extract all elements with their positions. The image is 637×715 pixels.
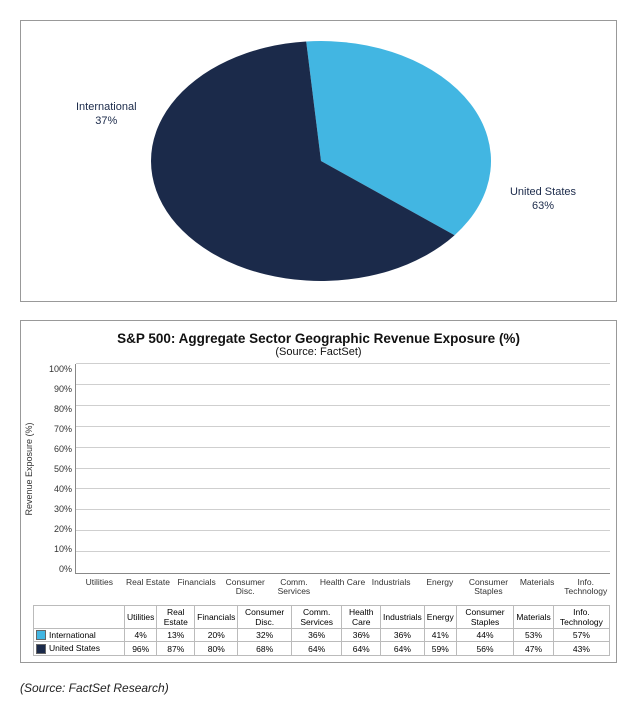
y-axis-label: Revenue Exposure (%): [24, 422, 34, 515]
x-axis-categories: UtilitiesReal EstateFinancialsConsumer D…: [75, 574, 610, 597]
y-tick: 60%: [47, 444, 72, 454]
x-category: Consumer Staples: [464, 574, 513, 597]
legend-cell: 64%: [342, 642, 381, 656]
y-axis-ticks: 100% 90% 80% 70% 60% 50% 40% 30% 20% 10% 0%: [47, 364, 75, 574]
pie-label-international: International37%: [76, 101, 137, 129]
y-tick: 10%: [47, 544, 72, 554]
legend-cell: 13%: [157, 628, 195, 642]
y-tick: 40%: [47, 484, 72, 494]
y-tick: 50%: [47, 464, 72, 474]
legend-row-head: International: [34, 628, 125, 642]
x-category: Industrials: [367, 574, 416, 597]
bar-chart-title: S&P 500: Aggregate Sector Geographic Rev…: [27, 331, 610, 346]
legend-cell: 43%: [553, 642, 609, 656]
gridline: [76, 447, 610, 448]
gridline: [76, 405, 610, 406]
legend-cell: 64%: [291, 642, 342, 656]
y-tick: 100%: [47, 364, 72, 374]
bar-chart-subtitle: (Source: FactSet): [27, 346, 610, 358]
gridline: [76, 468, 610, 469]
x-category: Info. Technology: [561, 574, 610, 597]
legend-cell: 87%: [157, 642, 195, 656]
legend-cell: 36%: [381, 628, 425, 642]
gridline: [76, 488, 610, 489]
y-axis-label-wrap: Revenue Exposure (%): [27, 364, 47, 574]
legend-row-head: United States: [34, 642, 125, 656]
gridline: [76, 551, 610, 552]
x-category: Comm. Services: [270, 574, 319, 597]
legend-swatch: [36, 630, 46, 640]
legend-header: Real Estate: [157, 605, 195, 628]
y-tick: 90%: [47, 384, 72, 394]
x-category: Financials: [172, 574, 221, 597]
y-tick: 20%: [47, 524, 72, 534]
legend-cell: 41%: [424, 628, 456, 642]
y-tick: 70%: [47, 424, 72, 434]
legend-cell: 4%: [125, 628, 157, 642]
x-category: Real Estate: [124, 574, 173, 597]
legend-cell: 80%: [195, 642, 238, 656]
x-category: Materials: [513, 574, 562, 597]
legend-header: Energy: [424, 605, 456, 628]
legend-cell: 36%: [291, 628, 342, 642]
legend-header: Comm. Services: [291, 605, 342, 628]
legend-cell: 47%: [514, 642, 553, 656]
bar-chart-panel: S&P 500: Aggregate Sector Geographic Rev…: [20, 320, 617, 663]
pie-chart-panel: International37% United States63%: [20, 20, 617, 302]
legend-cell: 36%: [342, 628, 381, 642]
x-category: Utilities: [75, 574, 124, 597]
legend-cell: 44%: [456, 628, 514, 642]
gridline: [76, 384, 610, 385]
legend-header: Industrials: [381, 605, 425, 628]
legend-cell: 64%: [381, 642, 425, 656]
y-tick: 0%: [47, 564, 72, 574]
legend-swatch: [36, 644, 46, 654]
legend-header: Consumer Staples: [456, 605, 514, 628]
legend-header: Financials: [195, 605, 238, 628]
pie-chart-svg: [21, 21, 616, 301]
x-category: Energy: [415, 574, 464, 597]
legend-cell: 32%: [238, 628, 291, 642]
bar-plot-area: [75, 364, 610, 574]
y-tick: 30%: [47, 504, 72, 514]
gridline: [76, 426, 610, 427]
legend-header: Materials: [514, 605, 553, 628]
legend-header: Consumer Disc.: [238, 605, 291, 628]
legend-cell: 96%: [125, 642, 157, 656]
legend-header: Health Care: [342, 605, 381, 628]
bar-chart-body: Revenue Exposure (%) 100% 90% 80% 70% 60% 50%…: [27, 364, 610, 574]
legend-cell: 53%: [514, 628, 553, 642]
pie-label-united-states: United States63%: [510, 186, 576, 214]
legend-header: Utilities: [125, 605, 157, 628]
legend-data-table: UtilitiesReal EstateFinancialsConsumer D…: [33, 605, 610, 657]
legend-cell: 56%: [456, 642, 514, 656]
x-category: Consumer Disc.: [221, 574, 270, 597]
y-tick: 80%: [47, 404, 72, 414]
gridline: [76, 530, 610, 531]
legend-cell: 68%: [238, 642, 291, 656]
source-caption: (Source: FactSet Research): [20, 681, 617, 695]
legend-header: Info. Technology: [553, 605, 609, 628]
x-category: Health Care: [318, 574, 367, 597]
legend-cell: 20%: [195, 628, 238, 642]
gridline: [76, 509, 610, 510]
legend-cell: 59%: [424, 642, 456, 656]
bars-container: [76, 364, 610, 573]
gridline: [76, 363, 610, 364]
legend-cell: 57%: [553, 628, 609, 642]
